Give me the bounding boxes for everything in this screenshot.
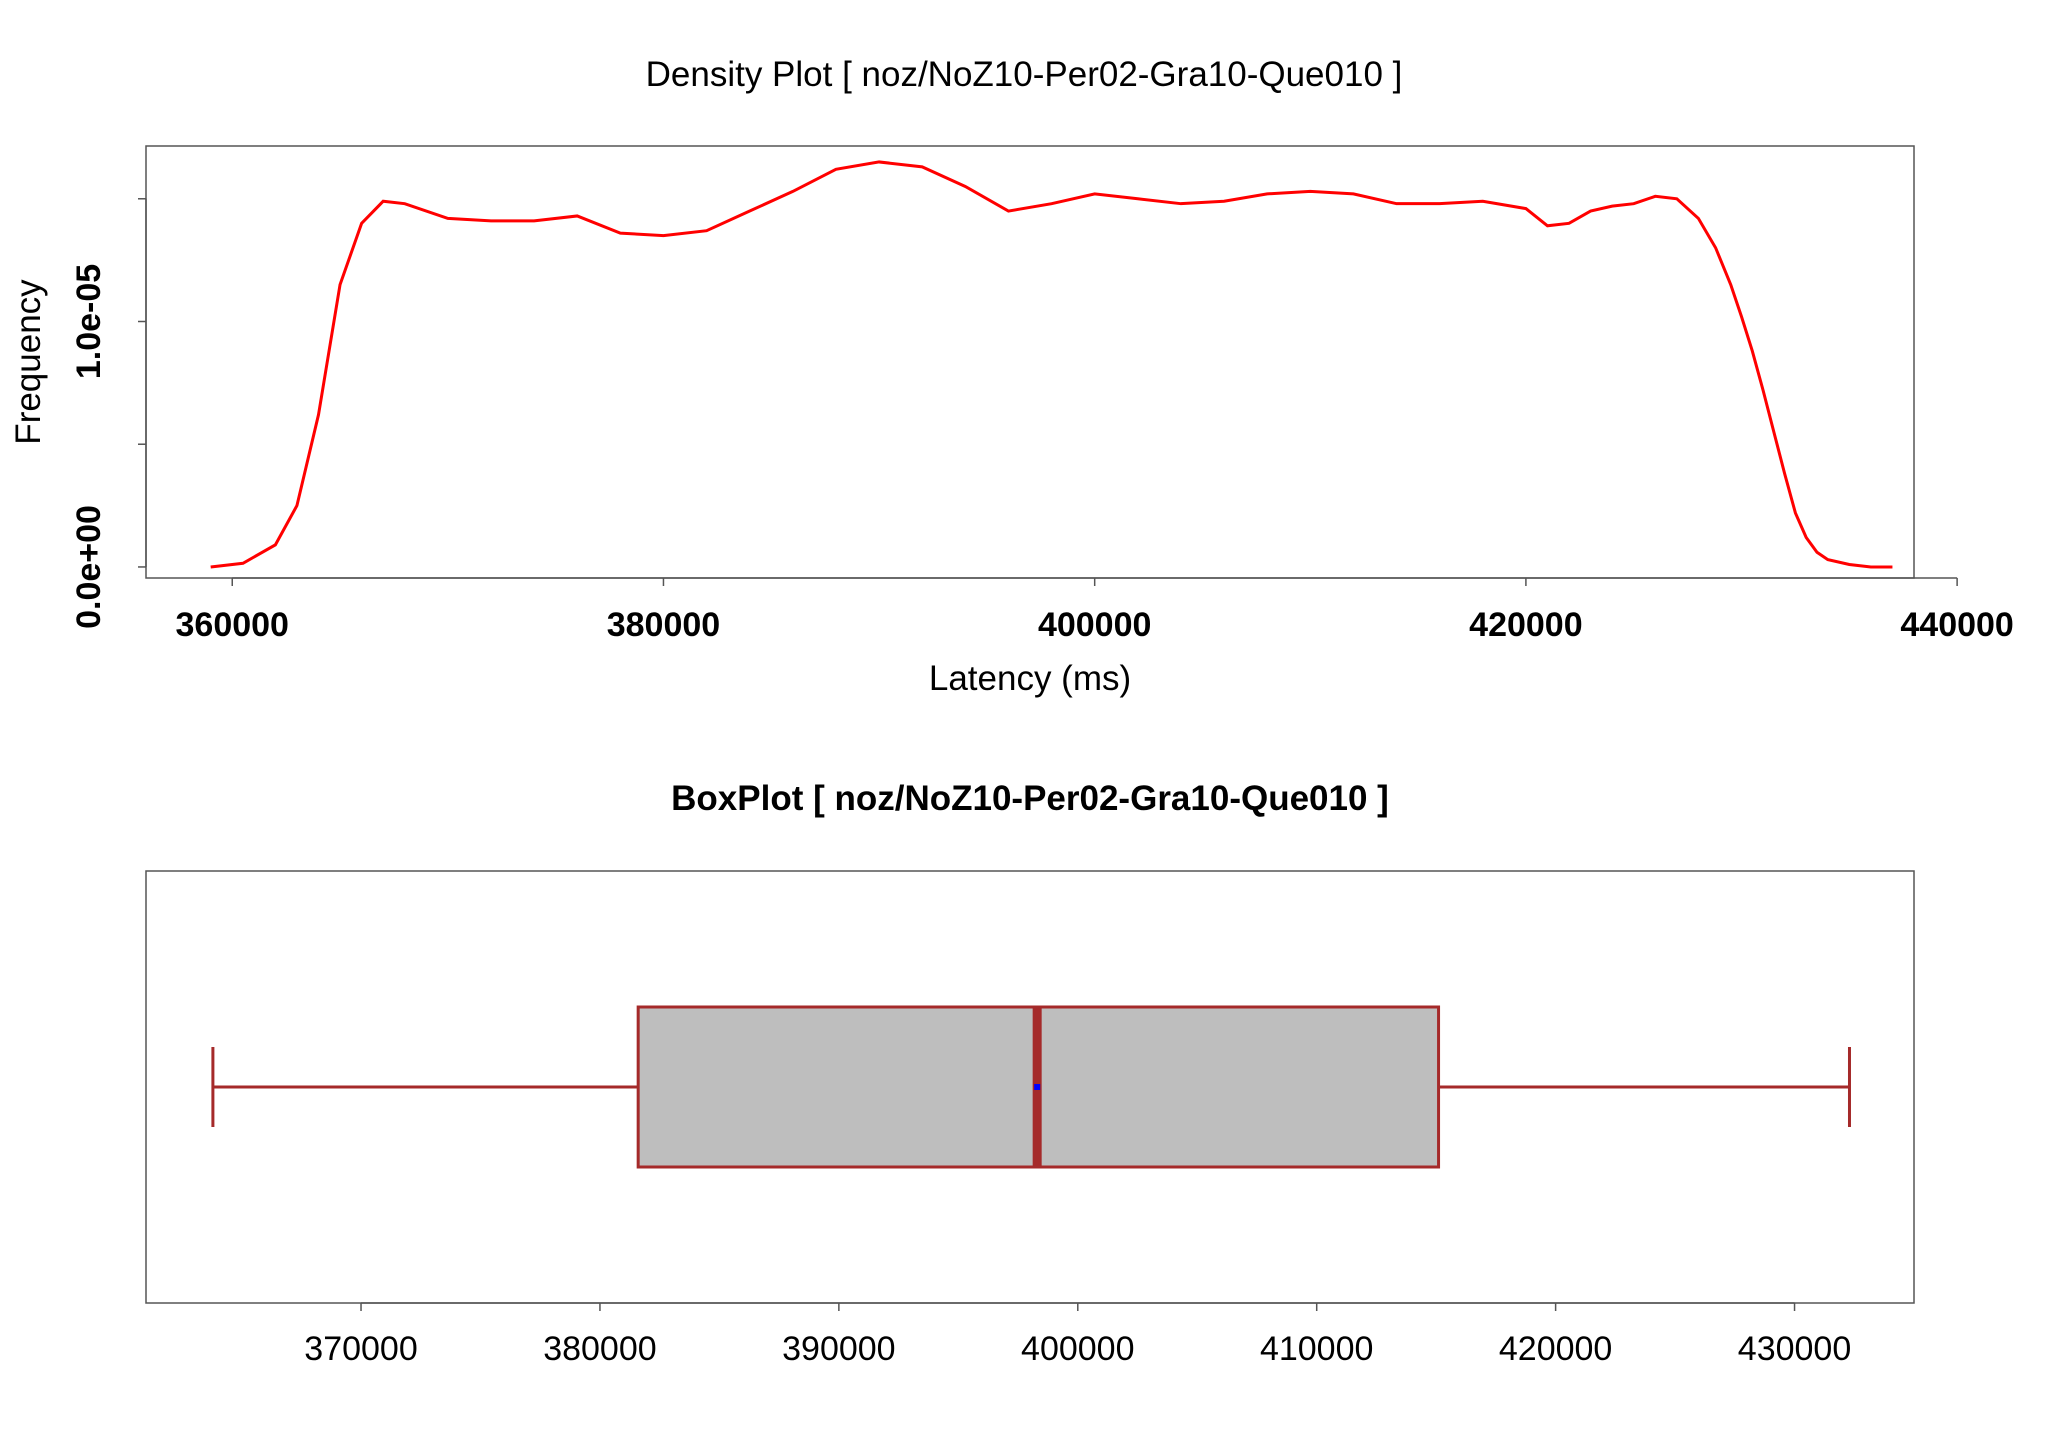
box-x-tick-label: 410000 (1260, 1330, 1373, 1368)
density-x-tick-label: 440000 (1900, 606, 2013, 644)
box-x-tick-label: 380000 (543, 1330, 656, 1368)
box-elements (211, 1005, 1851, 1169)
box-x-tick-label: 430000 (1738, 1330, 1851, 1368)
density-y-axis: 0.0e+00 1.0e-05 (70, 198, 147, 629)
density-x-tick-label: 360000 (176, 606, 289, 644)
density-plot: Density Plot [ noz/NoZ10-Per02-Gra10-Que… (9, 55, 2014, 698)
box-plot-title: BoxPlot [ noz/NoZ10-Per02-Gra10-Que010 ] (671, 779, 1389, 818)
density-x-tick-label: 380000 (607, 606, 720, 644)
density-curve (210, 160, 1893, 569)
box-x-axis: 370000 380000 390000 400000 410000 420000 4300… (304, 1302, 1851, 1368)
density-x-axis: 360000 380000 400000 420000 440000 (176, 577, 2014, 644)
box-x-tick-label: 420000 (1499, 1330, 1612, 1368)
density-y-tick-label: 1.0e-05 (70, 264, 108, 379)
density-plot-title: Density Plot [ noz/NoZ10-Per02-Gra10-Que… (646, 55, 1403, 94)
density-plot-area-frame (145, 145, 1915, 579)
density-x-axis-label: Latency (ms) (929, 659, 1131, 698)
box-plot: BoxPlot [ noz/NoZ10-Per02-Gra10-Que010 ]… (145, 779, 1915, 1368)
density-x-tick-label: 420000 (1469, 606, 1582, 644)
density-y-tick-label: 0.0e+00 (70, 505, 108, 629)
box-x-tick-label: 400000 (1021, 1330, 1134, 1368)
box-x-tick-label: 390000 (782, 1330, 895, 1368)
density-y-axis-label: Frequency (9, 279, 48, 445)
mean-marker (1034, 1084, 1041, 1090)
density-x-tick-label: 400000 (1038, 606, 1151, 644)
box-x-tick-label: 370000 (304, 1330, 417, 1368)
